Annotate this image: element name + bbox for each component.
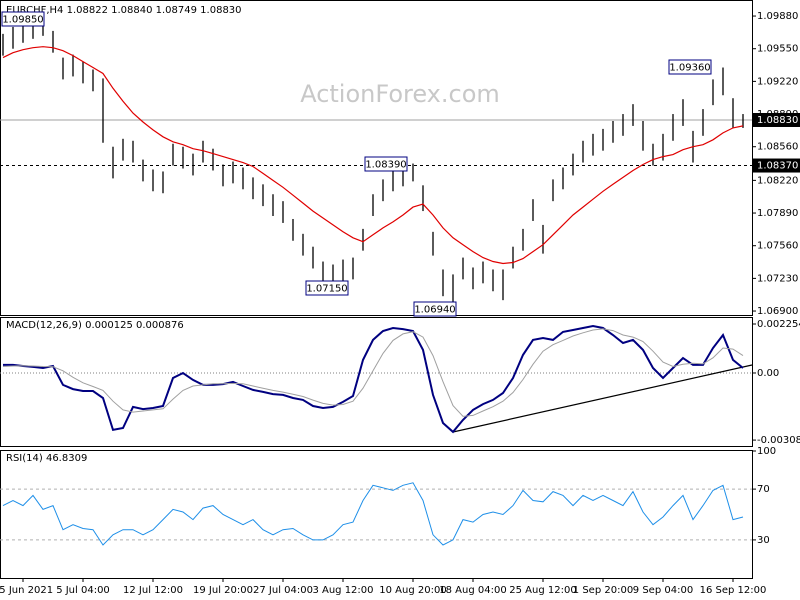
y-tick-label: 70 [757,484,770,495]
x-tick-label: 19 Jul 20:00 [193,585,253,596]
price-label-box [753,112,800,127]
annotation-box [413,301,457,317]
signal-line [2,328,744,417]
x-tick-label: 5 Jul 04:00 [56,585,110,596]
y-tick-label: 1.06900 [757,306,798,317]
y-tick-label: 1.09880 [757,11,798,22]
y-tick-label: 0.002254 [757,319,800,330]
y-tick-label: 1.07560 [757,241,798,252]
pane-frame [0,317,753,447]
x-tick-label: 25 Aug 12:00 [509,585,576,596]
pane-frame [0,0,753,316]
y-tick-label: 1.08560 [757,142,798,153]
x-tick-label: 18 Aug 04:00 [439,585,506,596]
macd-title: MACD(12,26,9) 0.000125 0.000876 [6,320,184,331]
annotation: 1.09850 [2,15,43,26]
x-tick-label: 27 Jul 04:00 [253,585,313,596]
price-label-box [753,158,800,173]
x-tick-label: 16 Sep 12:00 [700,585,767,596]
y-tick-label: 30 [757,535,770,546]
annotation-box [305,280,349,296]
rsi-line [2,482,744,546]
annotation: 1.09360 [669,63,710,74]
y-tick-label: 1.07890 [757,208,798,219]
y-tick-label: 0.00 [757,368,779,379]
x-tick-label: 10 Aug 20:00 [379,585,446,596]
x-tick-label: 9 Sep 04:00 [633,585,693,596]
macd-line [3,324,744,434]
x-tick-label: 12 Jul 12:00 [123,585,183,596]
y-tick-label: 100 [757,446,776,457]
x-tick-label: 3 Aug 12:00 [312,585,373,596]
y-tick-label: -0.003088 [757,435,800,446]
y-tick-label: 1.08220 [757,175,798,186]
y-tick-label: 1.09220 [757,76,798,87]
annotation: 1.07150 [306,284,347,295]
annotation-box [1,11,45,27]
annotation-box [364,156,408,172]
moving-average [2,46,744,265]
chart-title: EURCHF,H4 1.08822 1.08840 1.08749 1.0883… [6,5,242,16]
trend-line [452,364,753,433]
pane-frame [0,450,753,579]
annotation-box [668,59,712,75]
price-label: 1.08370 [757,161,798,172]
price-label: 1.08830 [757,115,798,126]
y-tick-label: 1.07230 [757,273,798,284]
watermark: ActionForex.com [300,80,500,108]
rsi-title: RSI(14) 46.8309 [6,453,87,464]
annotation: 1.06940 [414,305,455,316]
y-tick-label: 1.09550 [757,44,798,55]
annotation: 1.08390 [365,160,406,171]
x-tick-label: 25 Jun 2021 [0,585,53,596]
x-tick-label: 1 Sep 20:00 [573,585,633,596]
